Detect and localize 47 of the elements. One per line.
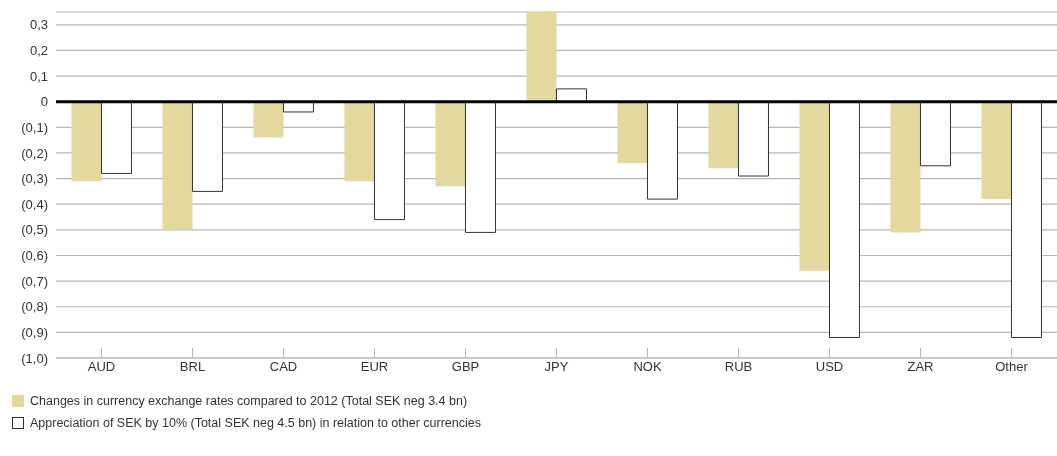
bar: [646, 101, 678, 200]
bar: [253, 101, 284, 138]
bar: [617, 101, 648, 164]
y-tick-label: (0,6): [21, 248, 48, 264]
x-tick-label: RUB: [724, 359, 753, 375]
x-tick-label: BRL: [179, 359, 206, 375]
bar: [890, 101, 921, 233]
x-tick-label: EUR: [360, 359, 389, 375]
bar: [71, 101, 102, 182]
y-tick-label: (1,0): [21, 350, 48, 366]
x-tick-label: GBP: [451, 359, 480, 375]
bar: [799, 101, 830, 271]
y-tick-label: (0,5): [21, 222, 48, 238]
bar: [464, 101, 496, 233]
y-tick-label: (0,9): [21, 324, 48, 340]
bar: [162, 101, 193, 230]
x-tick-label: NOK: [633, 359, 662, 375]
y-tick-label: (0,4): [21, 196, 48, 212]
y-tick-label: (0,3): [21, 171, 48, 187]
y-tick-label: (0,8): [21, 299, 48, 315]
x-tick-label: AUD: [87, 359, 116, 375]
y-tick-label: 0,1: [29, 68, 48, 84]
bar: [708, 101, 739, 169]
bar: [373, 101, 405, 221]
legend-label: Appreciation of SEK by 10% (Total SEK neg 4.5 bn) in relation to other currencies: [30, 416, 481, 430]
bar: [100, 101, 132, 174]
legend-label: Changes in currency exchange rates compared to 2012 (Total SEK neg 3.4 bn): [30, 394, 468, 408]
y-tick-label: 0,3: [29, 17, 48, 33]
bar: [919, 101, 951, 167]
bar: [737, 101, 769, 177]
x-tick-label: CAD: [269, 359, 298, 375]
x-tick-label: USD: [815, 359, 844, 375]
bar: [1010, 101, 1042, 338]
x-tick-label: ZAR: [907, 359, 934, 375]
y-tick-label: (0,1): [21, 119, 48, 135]
bar: [828, 101, 860, 338]
bar: [191, 101, 223, 192]
y-tick-label: (0,7): [21, 273, 48, 289]
y-tick-label: 0,2: [29, 43, 48, 59]
bar: [344, 101, 375, 182]
bar: [981, 101, 1012, 200]
bar: [526, 12, 557, 102]
y-tick-label: (0,2): [21, 145, 48, 161]
x-tick-label: JPY: [544, 359, 569, 375]
x-tick-label: Other: [995, 359, 1029, 375]
bar: [435, 101, 466, 187]
y-tick-label: 0: [40, 94, 48, 110]
